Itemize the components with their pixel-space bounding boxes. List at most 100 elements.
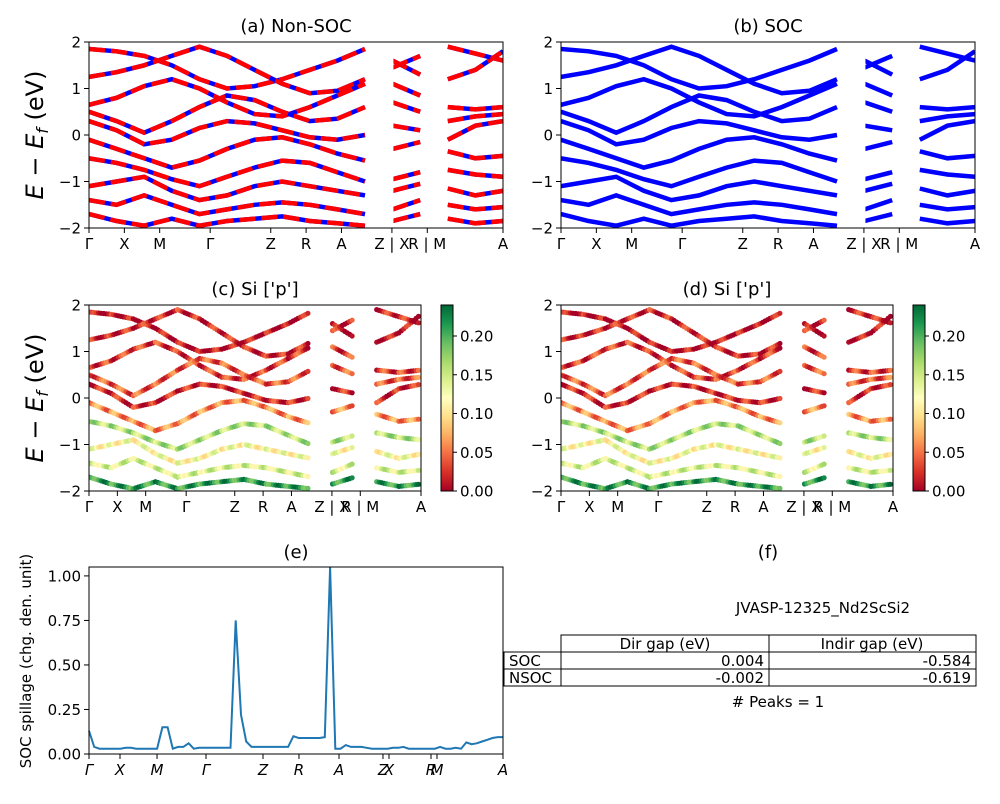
x-tick-label: X	[112, 498, 122, 516]
scatter-point	[821, 403, 827, 409]
band-line-under	[89, 156, 366, 189]
band-line	[447, 186, 503, 198]
material-id: JVASP-12325_Nd2ScSi2	[735, 599, 910, 618]
panel-d-title: (d) Si ['p']	[683, 279, 772, 300]
table-row-label: NSOC	[509, 669, 552, 687]
scatter-point	[887, 382, 893, 388]
y-tick-label: −2	[59, 220, 81, 238]
colorbar-tick-label: 0.00	[932, 483, 965, 501]
band-line	[391, 53, 422, 70]
scatter-point	[777, 310, 783, 316]
x-tick-label: A	[808, 235, 819, 253]
scatter-point	[887, 467, 893, 473]
band-line	[919, 167, 975, 180]
panel-c-colorbar: 0.20 0.15 0.10 0.05 0.00	[440, 304, 493, 501]
x-tick-label: R | M	[880, 235, 918, 253]
scatter-point	[305, 420, 311, 426]
scatter-point	[887, 451, 893, 457]
band-group	[561, 42, 975, 228]
scatter-point	[777, 420, 783, 426]
x-tick-label: M	[151, 761, 164, 779]
scatter-point	[305, 440, 311, 447]
band-line	[89, 211, 366, 228]
band-line	[863, 81, 894, 98]
band-line	[561, 76, 838, 119]
y-tick-label: 1	[543, 343, 553, 361]
x-tick-label: Z | X	[374, 235, 409, 253]
scatter-point	[821, 333, 827, 339]
band-line	[89, 193, 366, 217]
band-line	[919, 202, 975, 212]
band-line	[919, 111, 975, 124]
x-tick-label: Z	[230, 498, 240, 516]
band-line	[447, 104, 503, 112]
band-line	[919, 186, 975, 198]
y-tick-label: 0.25	[48, 701, 81, 719]
panel-a-title: (a) Non-SOC	[240, 16, 351, 37]
scatter-point	[887, 481, 893, 487]
band-line	[864, 181, 893, 193]
x-tick-label: Z | X	[314, 498, 349, 516]
band-line	[561, 93, 838, 136]
band-line	[561, 118, 838, 147]
x-tick-label: Z	[702, 498, 712, 516]
panel-c-frame	[88, 304, 422, 492]
scatter-point	[415, 416, 421, 422]
scatter-point	[415, 451, 421, 457]
band-line	[864, 123, 893, 133]
band-line	[392, 211, 421, 224]
panel-e-frame	[88, 566, 504, 755]
panel-f-title: (f)	[758, 542, 778, 563]
band-line	[919, 149, 975, 161]
x-tick-label: R	[773, 235, 783, 253]
colorbar-tick-label: 0.15	[932, 366, 965, 384]
panel-a: (a) Non-SOC E − Ef (eV) 210−1−2Γ X M Γ Z R A Z …	[21, 16, 509, 253]
panel-c-title: (c) Si ['p']	[211, 279, 298, 300]
y-tick-label: −1	[59, 436, 81, 454]
table-cell-value: -0.619	[923, 669, 971, 687]
colorbar-gradient	[440, 304, 454, 492]
panel-a-ylabel: E − Ef (eV)	[21, 71, 52, 200]
scatter-point	[777, 368, 783, 374]
y-tick-label: 0	[543, 390, 553, 408]
band-line	[392, 170, 421, 182]
scatter-point	[305, 368, 311, 374]
x-tick-label: A	[970, 235, 981, 253]
y-tick-label: 1	[71, 80, 81, 98]
band-line	[561, 211, 838, 228]
x-tick-label: R	[426, 761, 436, 779]
scatter-point	[821, 445, 827, 451]
y-tick-label: −1	[59, 173, 81, 191]
x-tick-label: X	[383, 761, 395, 779]
x-tick-label: Γ	[182, 498, 191, 516]
band-line	[89, 156, 366, 189]
scatter-point	[777, 345, 783, 351]
band-line	[561, 46, 838, 91]
scatter-point	[415, 320, 421, 326]
panel-c-ylabel: E − Ef (eV)	[21, 334, 52, 463]
scatter-point	[821, 390, 827, 396]
table-cell	[768, 668, 977, 687]
band-line	[391, 100, 421, 114]
x-tick-label: Z	[266, 235, 276, 253]
scatter-point	[415, 313, 421, 319]
scatter-point	[415, 481, 421, 487]
scatter-point	[305, 485, 311, 491]
y-tick-label: −1	[531, 436, 553, 454]
table-cell-value: -0.584	[923, 652, 971, 670]
scatter-point	[821, 317, 827, 323]
x-tick-label: X	[591, 235, 601, 253]
x-tick-label: A	[888, 498, 899, 516]
scatter-point	[305, 473, 311, 480]
scatter-point	[305, 340, 311, 347]
x-tick-label: X	[119, 235, 129, 253]
scatter-point	[349, 475, 355, 481]
band-line	[89, 44, 366, 96]
y-tick-label: 1	[543, 80, 553, 98]
scatter-point	[349, 403, 355, 409]
colorbar-tick-label: 0.15	[460, 366, 493, 384]
